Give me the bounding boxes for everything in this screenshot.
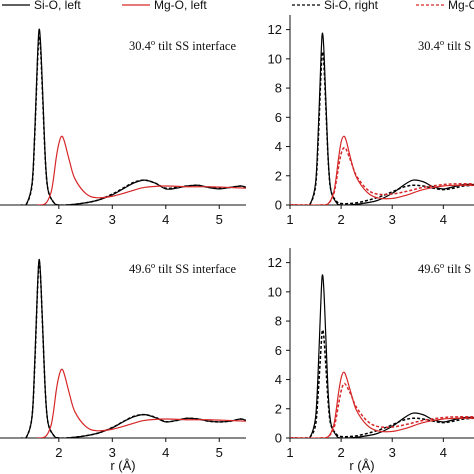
x-tick-label: 2 xyxy=(337,445,344,460)
panel-bottom-left: 2 3 4 5 49.6o tilt SS interface r (Å) xyxy=(0,258,246,473)
y-tick-label: 10 xyxy=(268,284,282,299)
x-tick-label: 3 xyxy=(109,212,116,227)
series-line-si-o-right xyxy=(21,35,246,205)
y-tick-label: 2 xyxy=(275,401,282,416)
series-group xyxy=(21,28,246,205)
series-line-mg-o-left xyxy=(37,135,246,205)
x-tick-label: 2 xyxy=(55,445,62,460)
panel-annotation: 30.4o tilt SS interface xyxy=(129,37,236,53)
x-tick-label: 1 xyxy=(286,445,293,460)
x-tick-label: 3 xyxy=(109,445,116,460)
series-group xyxy=(21,258,246,438)
panel-annotation: 49.6o tilt SS interface xyxy=(129,260,236,276)
y-tick-label: 4 xyxy=(275,372,282,387)
series-line-mg-o-left xyxy=(37,368,246,438)
series-line-si-o-right xyxy=(21,261,246,438)
x-tick-label: 4 xyxy=(440,212,447,227)
y-tick-label: 6 xyxy=(275,343,282,358)
series-line-si-o-left xyxy=(21,28,246,205)
panel-top-left: 2 3 4 5 30.4o tilt SS interface xyxy=(0,28,246,227)
y-tick-label: 0 xyxy=(275,198,282,213)
y-tick-label: 12 xyxy=(268,22,282,37)
x-axis-title: r (Å) xyxy=(349,458,374,473)
y-tick-label: 10 xyxy=(268,51,282,66)
series-line-si-o-right xyxy=(290,51,474,205)
legend-label-mg-o-left: Mg-O, left xyxy=(154,0,207,12)
y-tick-label: 4 xyxy=(275,139,282,154)
y-tick-label: 8 xyxy=(275,81,282,96)
x-tick-label: 4 xyxy=(440,445,447,460)
y-tick-label: 0 xyxy=(275,431,282,446)
series-group xyxy=(290,274,474,438)
legend-right: Si-O, right Mg-O, right xyxy=(292,0,474,12)
x-tick-label: 4 xyxy=(162,445,169,460)
x-tick-label: 3 xyxy=(389,212,396,227)
x-tick-label: 5 xyxy=(216,212,223,227)
x-tick-label: 4 xyxy=(162,212,169,227)
series-line-si-o-left xyxy=(290,32,474,205)
y-tick-label: 2 xyxy=(275,168,282,183)
x-tick-label: 2 xyxy=(55,212,62,227)
x-tick-label: 1 xyxy=(286,212,293,227)
series-line-si-o-left xyxy=(290,274,474,438)
x-tick-label: 5 xyxy=(216,445,223,460)
x-tick-label: 3 xyxy=(389,445,396,460)
x-tick-label: 2 xyxy=(337,212,344,227)
y-tick-label: 6 xyxy=(275,110,282,125)
panel-annotation: 49.6o tilt S xyxy=(418,260,471,276)
series-line-si-o-right xyxy=(290,329,474,438)
legend-label-si-o-left: Si-O, left xyxy=(34,0,81,12)
series-line-mg-o-right xyxy=(290,382,474,438)
x-axis-title: r (Å) xyxy=(110,458,135,473)
legend-label-si-o-right: Si-O, right xyxy=(324,0,379,12)
series-group xyxy=(290,32,474,205)
panel-annotation: 30.4o tilt S xyxy=(418,37,471,53)
y-tick-label: 8 xyxy=(275,314,282,329)
series-line-si-o-left xyxy=(21,258,246,438)
legend-label-mg-o-right: Mg-O, right xyxy=(448,0,474,12)
legend-left: Si-O, left Mg-O, left xyxy=(2,0,207,12)
y-tick-label: 12 xyxy=(268,255,282,270)
